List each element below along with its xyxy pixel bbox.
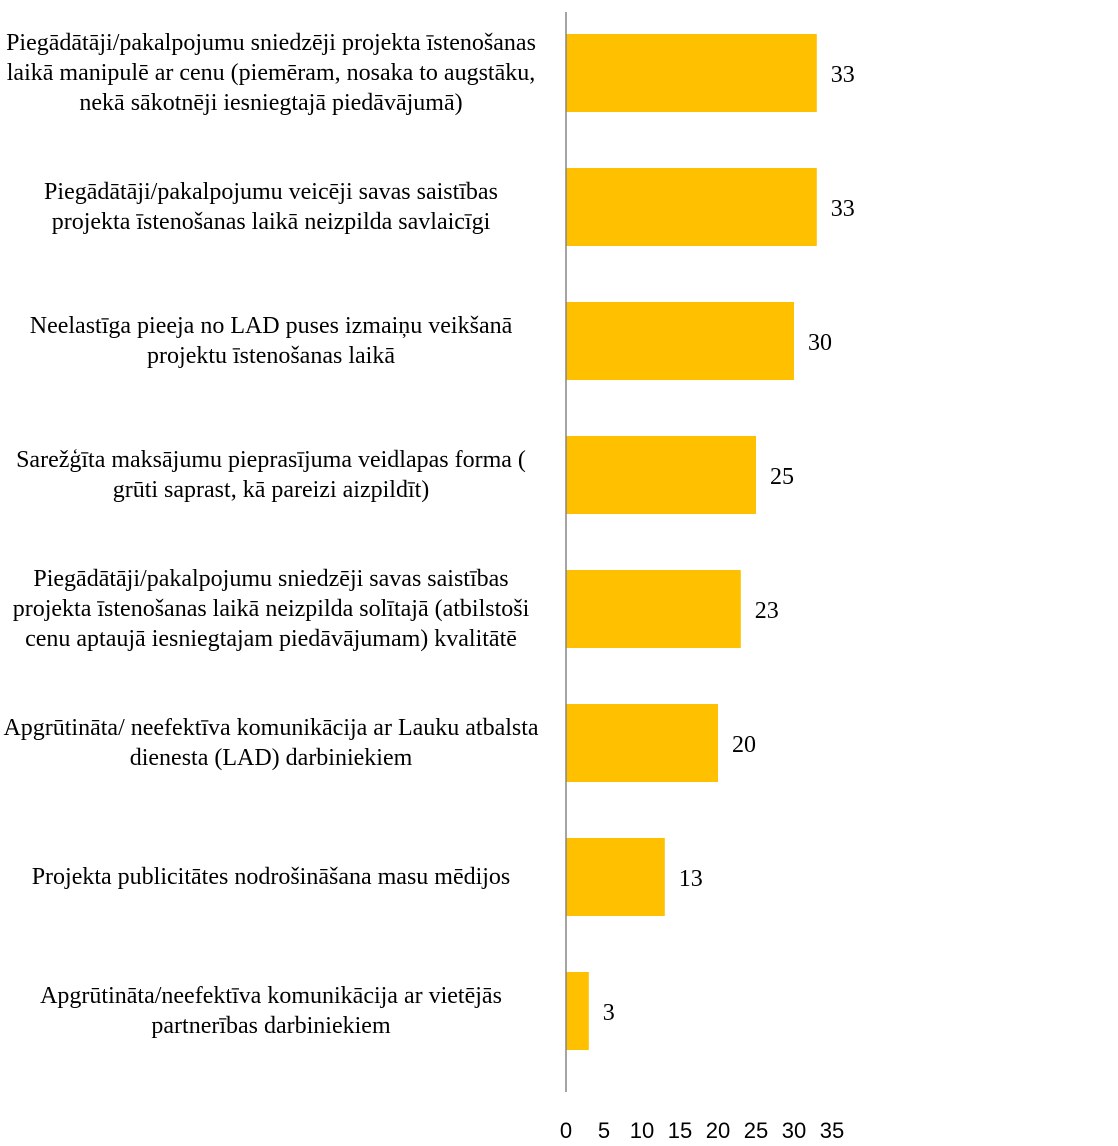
bar-5 xyxy=(566,704,718,782)
category-label-6: Projekta publicitātes nodrošināšana masu… xyxy=(31,864,511,890)
x-tick-label-2: 10 xyxy=(630,1118,654,1143)
x-tick-label-1: 5 xyxy=(598,1118,610,1143)
category-label-4: Piegādātāji/pakalpojumu sniedzēji savas … xyxy=(12,566,530,652)
bar-value-label-7: 3 xyxy=(603,1000,615,1026)
bar-2 xyxy=(566,302,794,380)
x-tick-label-6: 30 xyxy=(782,1118,806,1143)
x-tick-label-3: 15 xyxy=(668,1118,692,1143)
category-label-1: Piegādātāji/pakalpojumu veicēji savas sa… xyxy=(44,179,498,235)
category-label-0: Piegādātāji/pakalpojumu sniedzēji projek… xyxy=(6,30,536,116)
bar-1 xyxy=(566,168,817,246)
bar-value-label-1: 33 xyxy=(831,196,855,222)
category-label-7: Apgrūtināta/neefektīva komunikācija ar v… xyxy=(40,983,502,1039)
x-tick-label-5: 25 xyxy=(744,1118,768,1143)
bar-6 xyxy=(566,838,665,916)
bar-value-label-5: 20 xyxy=(732,732,756,758)
x-tick-label-4: 20 xyxy=(706,1118,730,1143)
bar-value-label-3: 25 xyxy=(770,464,794,490)
category-label-3: Sarežģīta maksājumu pieprasījuma veidlap… xyxy=(16,447,526,503)
bar-3 xyxy=(566,436,756,514)
bar-value-label-0: 33 xyxy=(831,62,855,88)
bar-4 xyxy=(566,570,741,648)
bar-7 xyxy=(566,972,589,1050)
bar-value-label-4: 23 xyxy=(755,598,779,624)
category-label-5: Apgrūtināta/ neefektīva komunikācija ar … xyxy=(3,715,539,771)
bar-0 xyxy=(566,34,817,112)
x-tick-label-0: 0 xyxy=(560,1118,572,1143)
bar-value-label-2: 30 xyxy=(808,330,832,356)
category-label-2: Neelastīga pieeja no LAD puses izmaiņu v… xyxy=(29,313,513,369)
x-tick-label-7: 35 xyxy=(820,1118,844,1143)
bar-value-label-6: 13 xyxy=(679,866,703,892)
